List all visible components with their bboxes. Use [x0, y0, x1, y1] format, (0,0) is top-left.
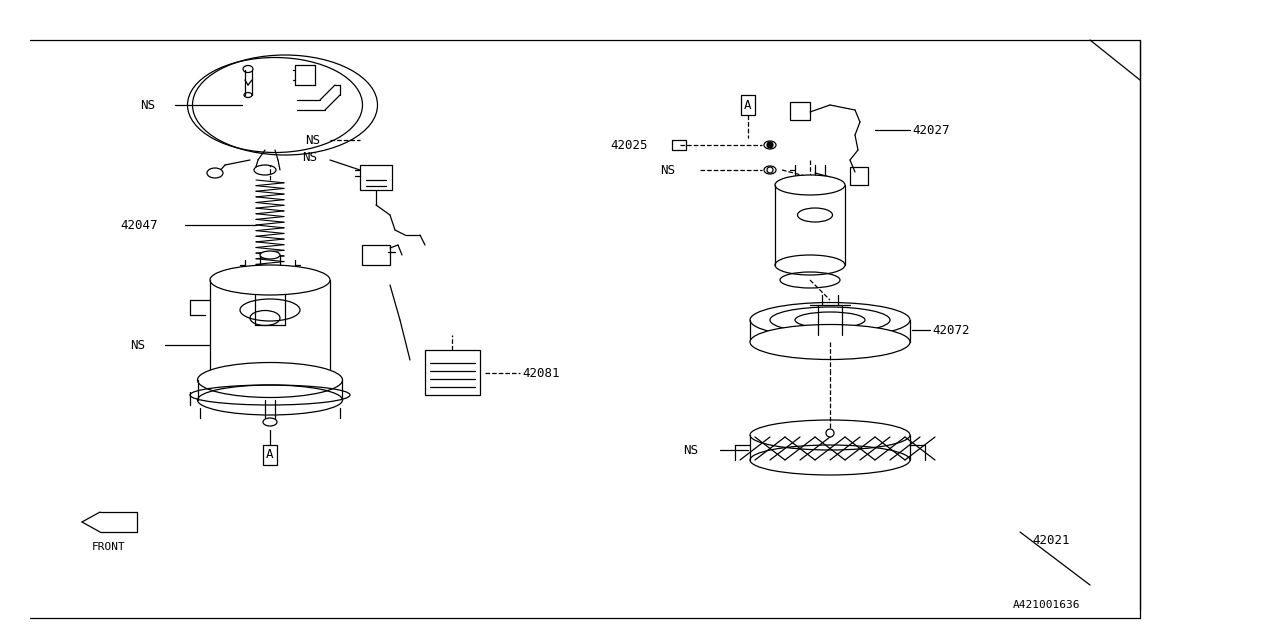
Bar — [425, 350, 480, 395]
Bar — [850, 167, 868, 185]
Ellipse shape — [764, 141, 776, 149]
Ellipse shape — [197, 362, 343, 397]
Ellipse shape — [253, 165, 276, 175]
Text: A421001636: A421001636 — [1012, 600, 1080, 610]
Text: 42072: 42072 — [932, 323, 969, 337]
Circle shape — [826, 429, 835, 437]
Text: A: A — [744, 99, 751, 111]
Text: 42081: 42081 — [522, 367, 559, 380]
Ellipse shape — [192, 55, 378, 155]
Ellipse shape — [750, 324, 910, 360]
Text: NS: NS — [140, 99, 155, 111]
Bar — [790, 102, 810, 120]
Text: A: A — [266, 449, 274, 461]
Text: NS: NS — [302, 150, 317, 163]
Ellipse shape — [774, 175, 845, 195]
Ellipse shape — [210, 265, 330, 295]
Text: 42021: 42021 — [1032, 534, 1070, 547]
Text: 42025: 42025 — [611, 138, 648, 152]
Text: NS: NS — [684, 444, 698, 456]
Text: FRONT: FRONT — [92, 542, 125, 552]
Ellipse shape — [750, 420, 910, 450]
Ellipse shape — [750, 303, 910, 337]
Bar — [672, 140, 686, 150]
Bar — [362, 245, 390, 265]
Text: NS: NS — [305, 134, 320, 147]
Ellipse shape — [260, 251, 280, 259]
Bar — [360, 165, 392, 190]
Text: NS: NS — [660, 163, 675, 177]
Text: NS: NS — [131, 339, 145, 351]
Circle shape — [767, 142, 773, 148]
Ellipse shape — [262, 418, 276, 426]
Text: 42047: 42047 — [120, 218, 157, 232]
Ellipse shape — [207, 168, 223, 178]
Text: 42027: 42027 — [913, 124, 950, 136]
